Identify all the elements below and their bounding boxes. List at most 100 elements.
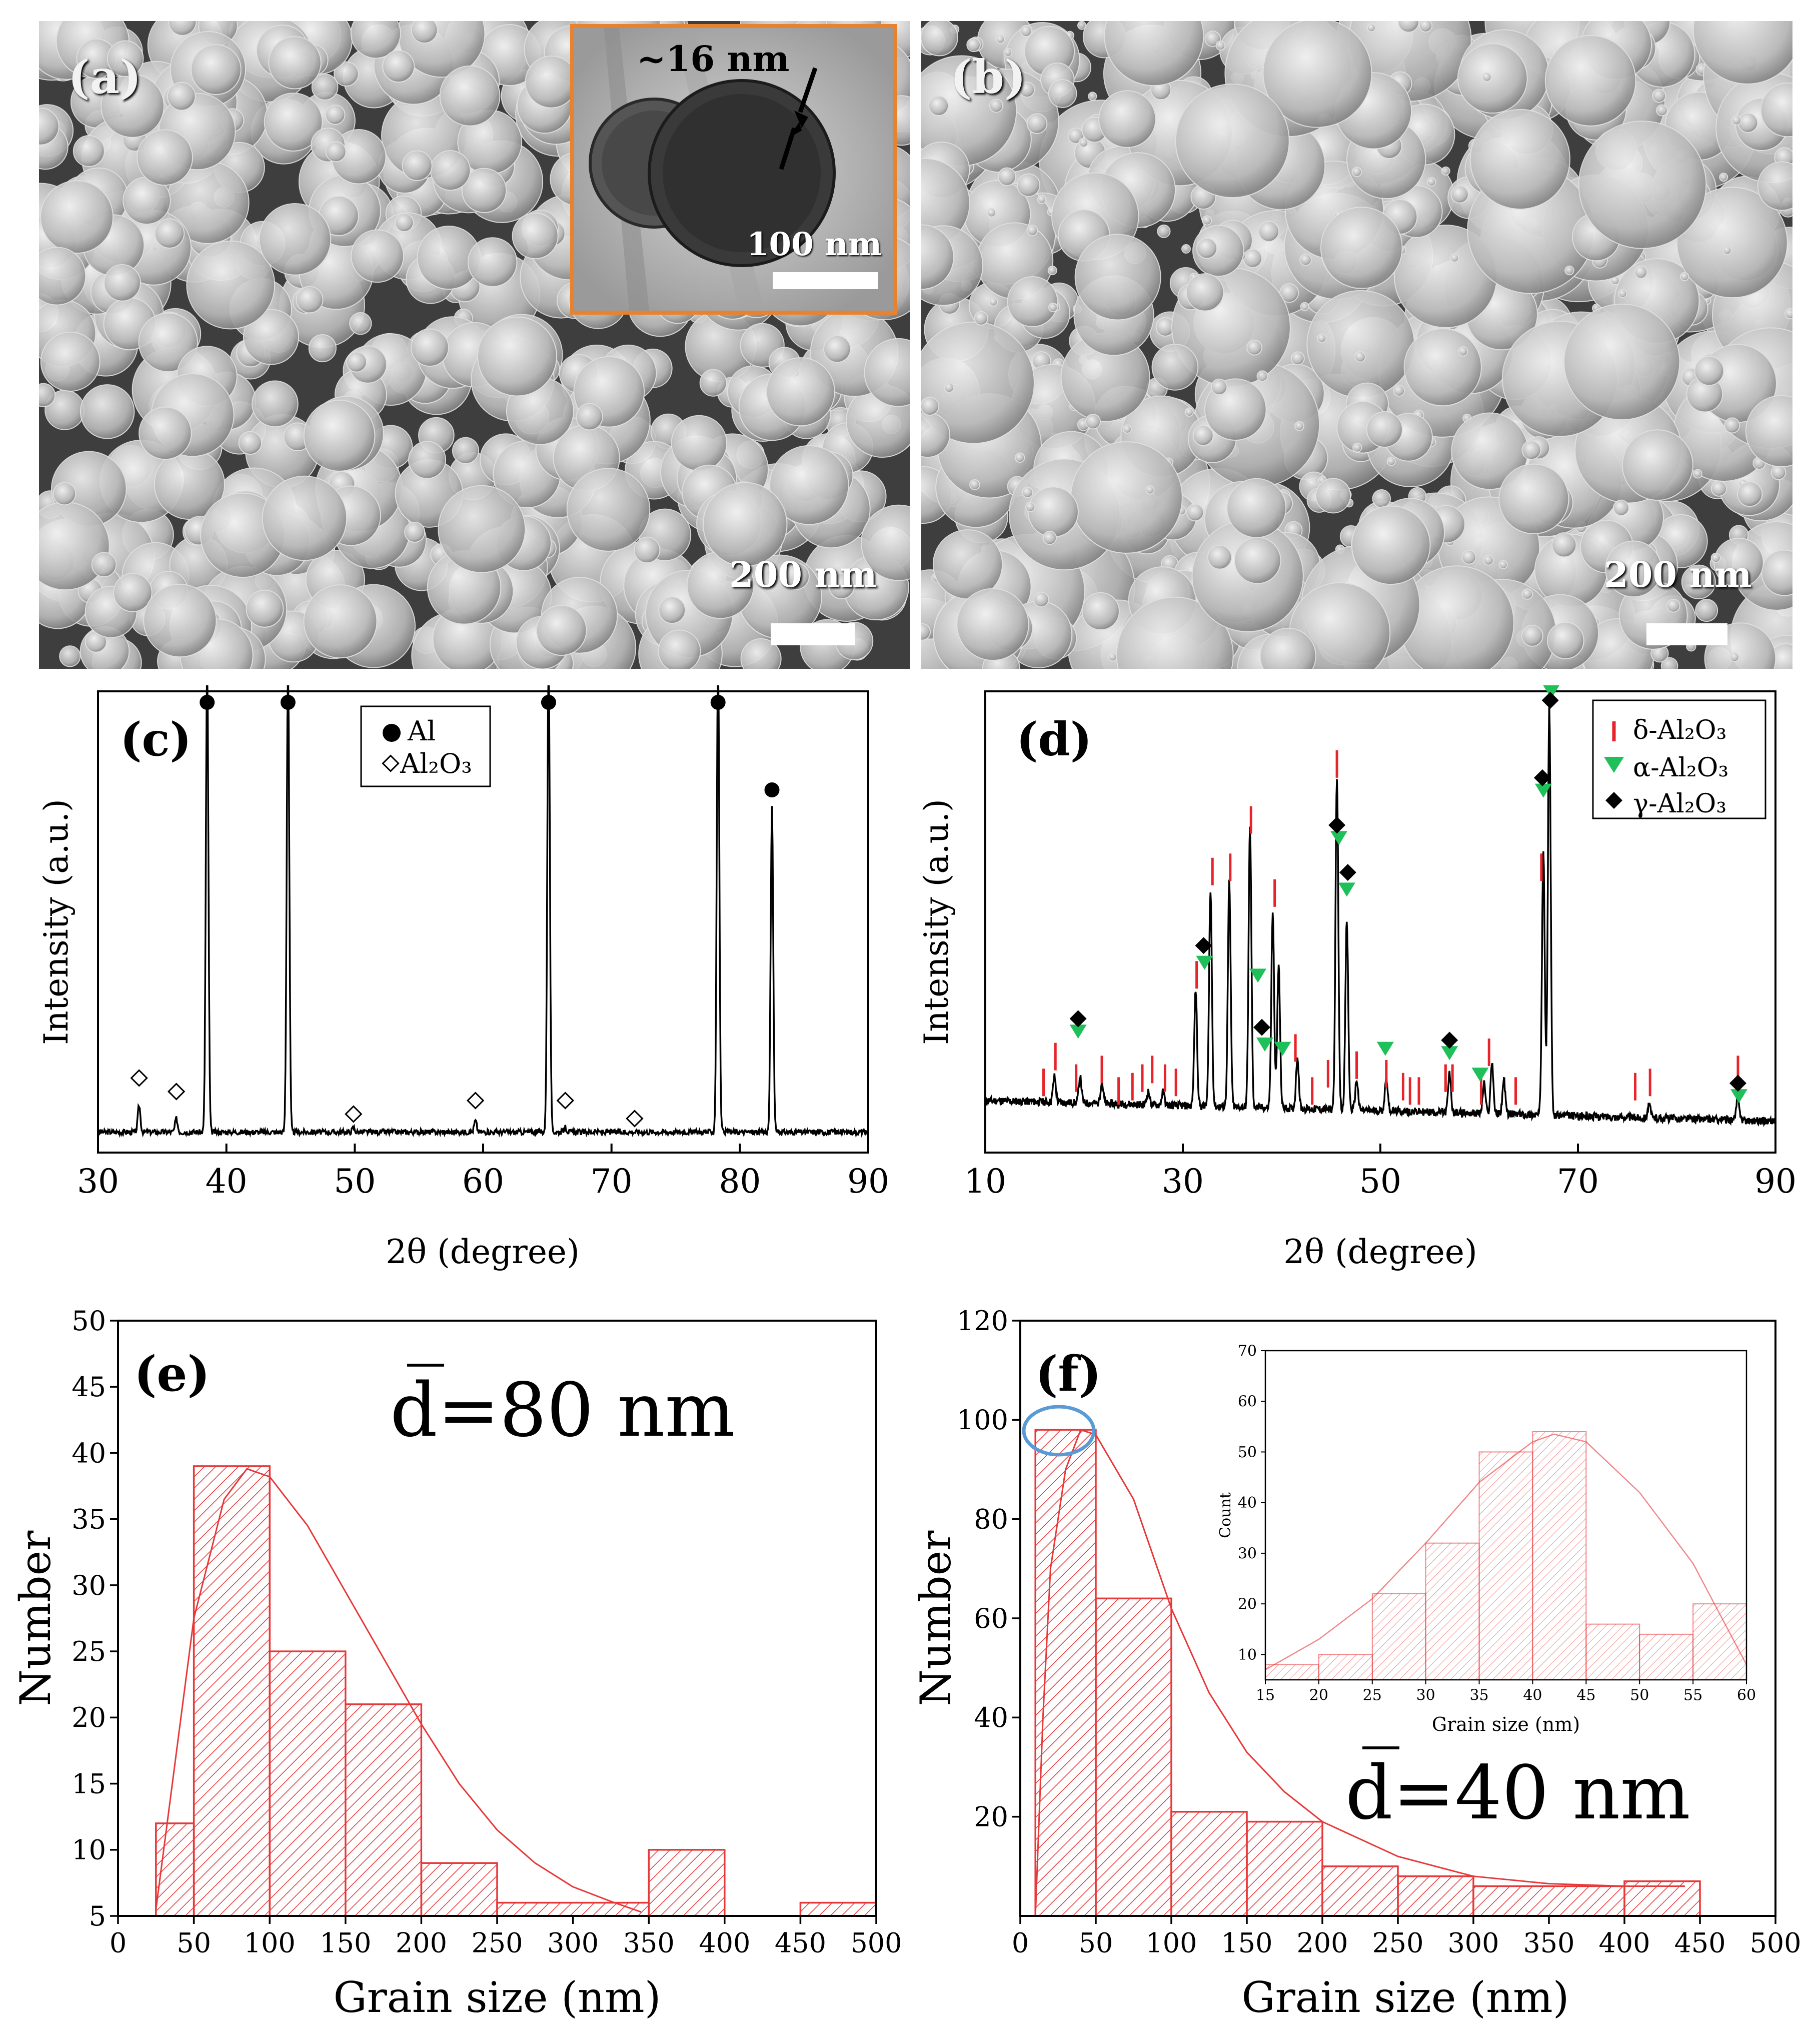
- particle: [1618, 289, 1627, 298]
- xrd-chart-c: 30 40 50 60 70 80 90 (c) Al Al₂O₃ 2θ (degree) …: [37, 685, 889, 1271]
- particle: [1710, 480, 1727, 497]
- al2o3-peak-marker: [556, 1092, 574, 1110]
- particle: [1025, 502, 1036, 512]
- mean-size-f: d̅=40 nm: [1345, 1746, 1690, 1836]
- particle: [1731, 115, 1742, 126]
- gamma-peak-marker: [1729, 1075, 1746, 1092]
- particle: [138, 312, 198, 373]
- legend-d-delta: δ-Al₂O₃: [1633, 715, 1726, 745]
- particle: [1027, 486, 1079, 538]
- x-tick-label: 40: [1523, 1687, 1542, 1704]
- legend-d-alpha: α-Al₂O₃: [1633, 753, 1728, 783]
- legend-c-al2o3: Al₂O₃: [400, 748, 472, 779]
- y-tick-label: 40: [72, 1437, 106, 1469]
- particle: [1007, 276, 1058, 328]
- histogram-bar: [1472, 1885, 1625, 1917]
- y-tick-label: 40: [974, 1702, 1008, 1733]
- particle: [1695, 599, 1718, 622]
- xrd-pattern-d: [984, 703, 1776, 1128]
- y-tick-label: 120: [957, 1305, 1008, 1337]
- particle: [40, 180, 114, 254]
- particle: [1676, 187, 1788, 299]
- histogram-bar: [1623, 1880, 1701, 1917]
- particle: [996, 35, 1005, 44]
- y-axis-label-f: Number: [911, 1530, 960, 1706]
- x-axis-label-d: 2θ (degree): [1283, 1233, 1477, 1271]
- particle: [1457, 43, 1528, 114]
- tem-inset-image: [574, 28, 893, 311]
- particle: [154, 218, 185, 249]
- particle: [823, 335, 851, 363]
- x-tick-label: 0: [110, 1927, 127, 1959]
- particle: [1656, 104, 1668, 117]
- particle: [1498, 560, 1508, 569]
- particle: [1729, 652, 1739, 662]
- y-tick-label: 70: [1238, 1343, 1257, 1360]
- x-tick-label: 50: [334, 1162, 376, 1201]
- particle: [1450, 185, 1469, 204]
- particle: [966, 38, 981, 53]
- particle: [246, 589, 284, 628]
- x-tick-label: 60: [1737, 1687, 1756, 1704]
- particle: [107, 40, 144, 78]
- particle: [921, 321, 1035, 444]
- al-peak-marker: [541, 695, 556, 710]
- alpha-peak-marker: [1196, 955, 1213, 970]
- alpha-peak-marker: [1249, 968, 1267, 983]
- particle: [1098, 90, 1156, 148]
- particle: [91, 552, 117, 578]
- alpha-peak-marker: [1256, 1038, 1273, 1052]
- x-tick-label: 450: [1674, 1927, 1725, 1959]
- particle: [1544, 35, 1636, 127]
- particle: [576, 403, 603, 431]
- al-marker-icon: [383, 724, 401, 742]
- x-tick-label: 0: [1012, 1927, 1029, 1959]
- histogram-bar: [1639, 1633, 1694, 1681]
- particle: [438, 485, 526, 573]
- gamma-peak-marker: [1533, 769, 1551, 786]
- particle: [264, 93, 323, 152]
- particle: [921, 396, 940, 416]
- particle: [139, 406, 192, 460]
- particle: [1745, 395, 1792, 467]
- particle: [1215, 41, 1226, 51]
- panel-label-b: (b): [950, 50, 1026, 104]
- y-axis-label-e: Number: [11, 1530, 60, 1706]
- particle: [1145, 485, 1155, 495]
- alpha-marker-icon: [1604, 757, 1624, 773]
- sem-b-particles: [921, 21, 1792, 669]
- legend-c: Al Al₂O₃: [360, 705, 491, 787]
- alpha-peak-marker: [1274, 1042, 1291, 1056]
- al-peak-marker: [200, 695, 215, 710]
- plot-frame-inset: [1264, 1350, 1747, 1681]
- particle: [989, 99, 1004, 113]
- particle: [1003, 48, 1013, 57]
- x-tick-label: 100: [244, 1927, 296, 1959]
- particle: [1551, 532, 1577, 558]
- particle: [59, 645, 81, 667]
- x-tick-label: 40: [206, 1162, 248, 1201]
- particle: [1026, 113, 1048, 134]
- y-tick-label: 25: [72, 1636, 106, 1667]
- particle: [334, 61, 359, 87]
- particle: [143, 583, 217, 658]
- gamma-peak-marker: [1195, 937, 1212, 954]
- x-tick-label: 350: [1523, 1927, 1574, 1959]
- y-tick-label: 80: [974, 1504, 1008, 1535]
- histogram-bar: [345, 1703, 423, 1917]
- particle: [1634, 265, 1648, 279]
- x-tick-label: 200: [396, 1927, 447, 1959]
- x-tick-label: 500: [1749, 1927, 1801, 1959]
- y-tick-label: 50: [1238, 1444, 1257, 1461]
- y-tick-label: 50: [72, 1305, 106, 1337]
- particle: [1652, 89, 1666, 103]
- particle: [395, 213, 414, 233]
- particle: [404, 521, 426, 543]
- particle: [430, 150, 471, 191]
- particle: [1320, 207, 1403, 289]
- y-tick-label: 20: [72, 1702, 106, 1733]
- x-tick-label: 150: [320, 1927, 371, 1959]
- particle: [1317, 333, 1327, 343]
- x-tick-label: 250: [1372, 1927, 1423, 1959]
- particle: [1458, 346, 1468, 357]
